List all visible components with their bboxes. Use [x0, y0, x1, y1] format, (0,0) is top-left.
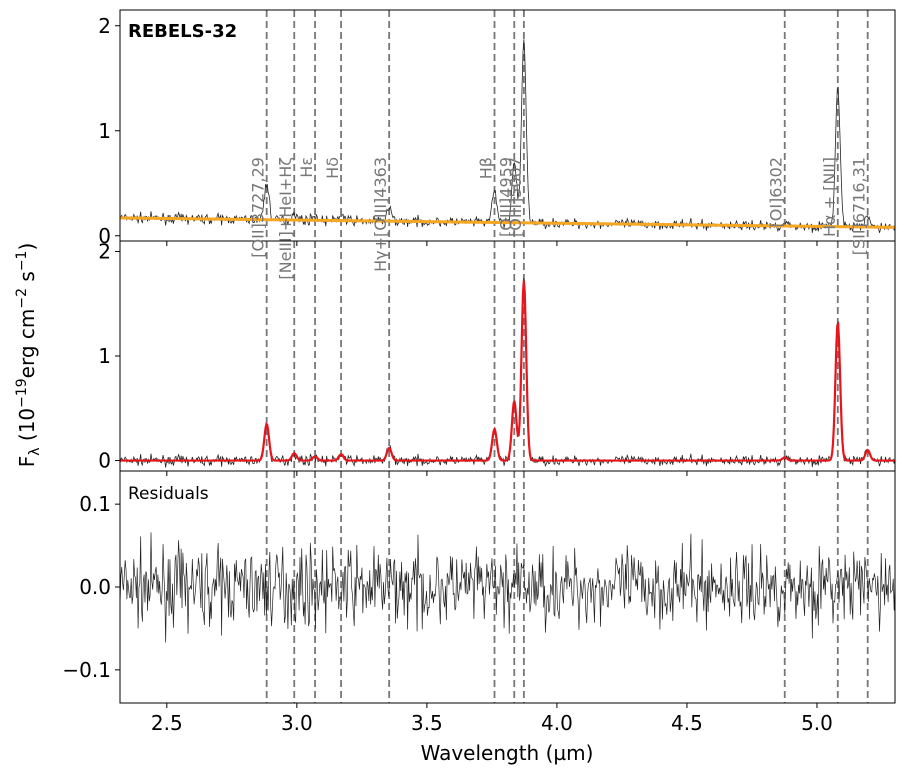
emission-line-label: Hβ [477, 157, 496, 179]
continuum-line [120, 216, 895, 229]
residuals-line [120, 532, 895, 643]
x-tick-label: 5.0 [801, 711, 833, 735]
y-tick-label: 0 [98, 224, 111, 248]
y-tick-label: 2 [98, 239, 111, 263]
y-tick-label: 0.0 [79, 575, 111, 599]
chart-title: REBELS-32 [128, 21, 237, 42]
continuum-subtracted-line [120, 277, 895, 468]
x-tick-label: 3.5 [411, 711, 443, 735]
emission-line-label: [NeIII]+HeI+Hζ [276, 157, 295, 280]
residuals-label: Residuals [128, 484, 209, 504]
emission-line-label: [SII]6716,31 [850, 157, 869, 255]
x-tick-label: 4.5 [671, 711, 703, 735]
x-tick-label: 3.0 [281, 711, 313, 735]
x-axis-label: Wavelength (µm) [421, 741, 594, 765]
y-tick-label: 2 [98, 14, 111, 38]
emission-line-label: [OIII]5007 [506, 157, 525, 237]
panel-frame [119, 470, 896, 704]
y-tick-label: 0.1 [79, 492, 111, 516]
y-axis-label: Fλ (10−19erg cm−2 s−1) [14, 243, 43, 468]
emission-line-label: Hδ [323, 157, 342, 179]
emission-line-label: Hγ+[OIII]4363 [371, 157, 390, 272]
model-fit-line [120, 280, 895, 462]
y-tick-label: 1 [98, 344, 111, 368]
x-tick-label: 4.0 [541, 711, 573, 735]
emission-line-label: Hα + [NII] [820, 157, 839, 237]
emission-line-label: Hε [297, 157, 316, 178]
y-tick-label: 1 [98, 119, 111, 143]
y-tick-label: −0.1 [62, 658, 111, 682]
panel-frame [119, 240, 896, 472]
x-tick-label: 2.5 [151, 711, 183, 735]
emission-line-label: [OII]3727,29 [249, 157, 268, 258]
emission-line-label: [OIII]4959 [496, 157, 515, 237]
emission-line-label: [OI]6302 [767, 157, 786, 228]
y-tick-label: 0 [98, 449, 111, 473]
